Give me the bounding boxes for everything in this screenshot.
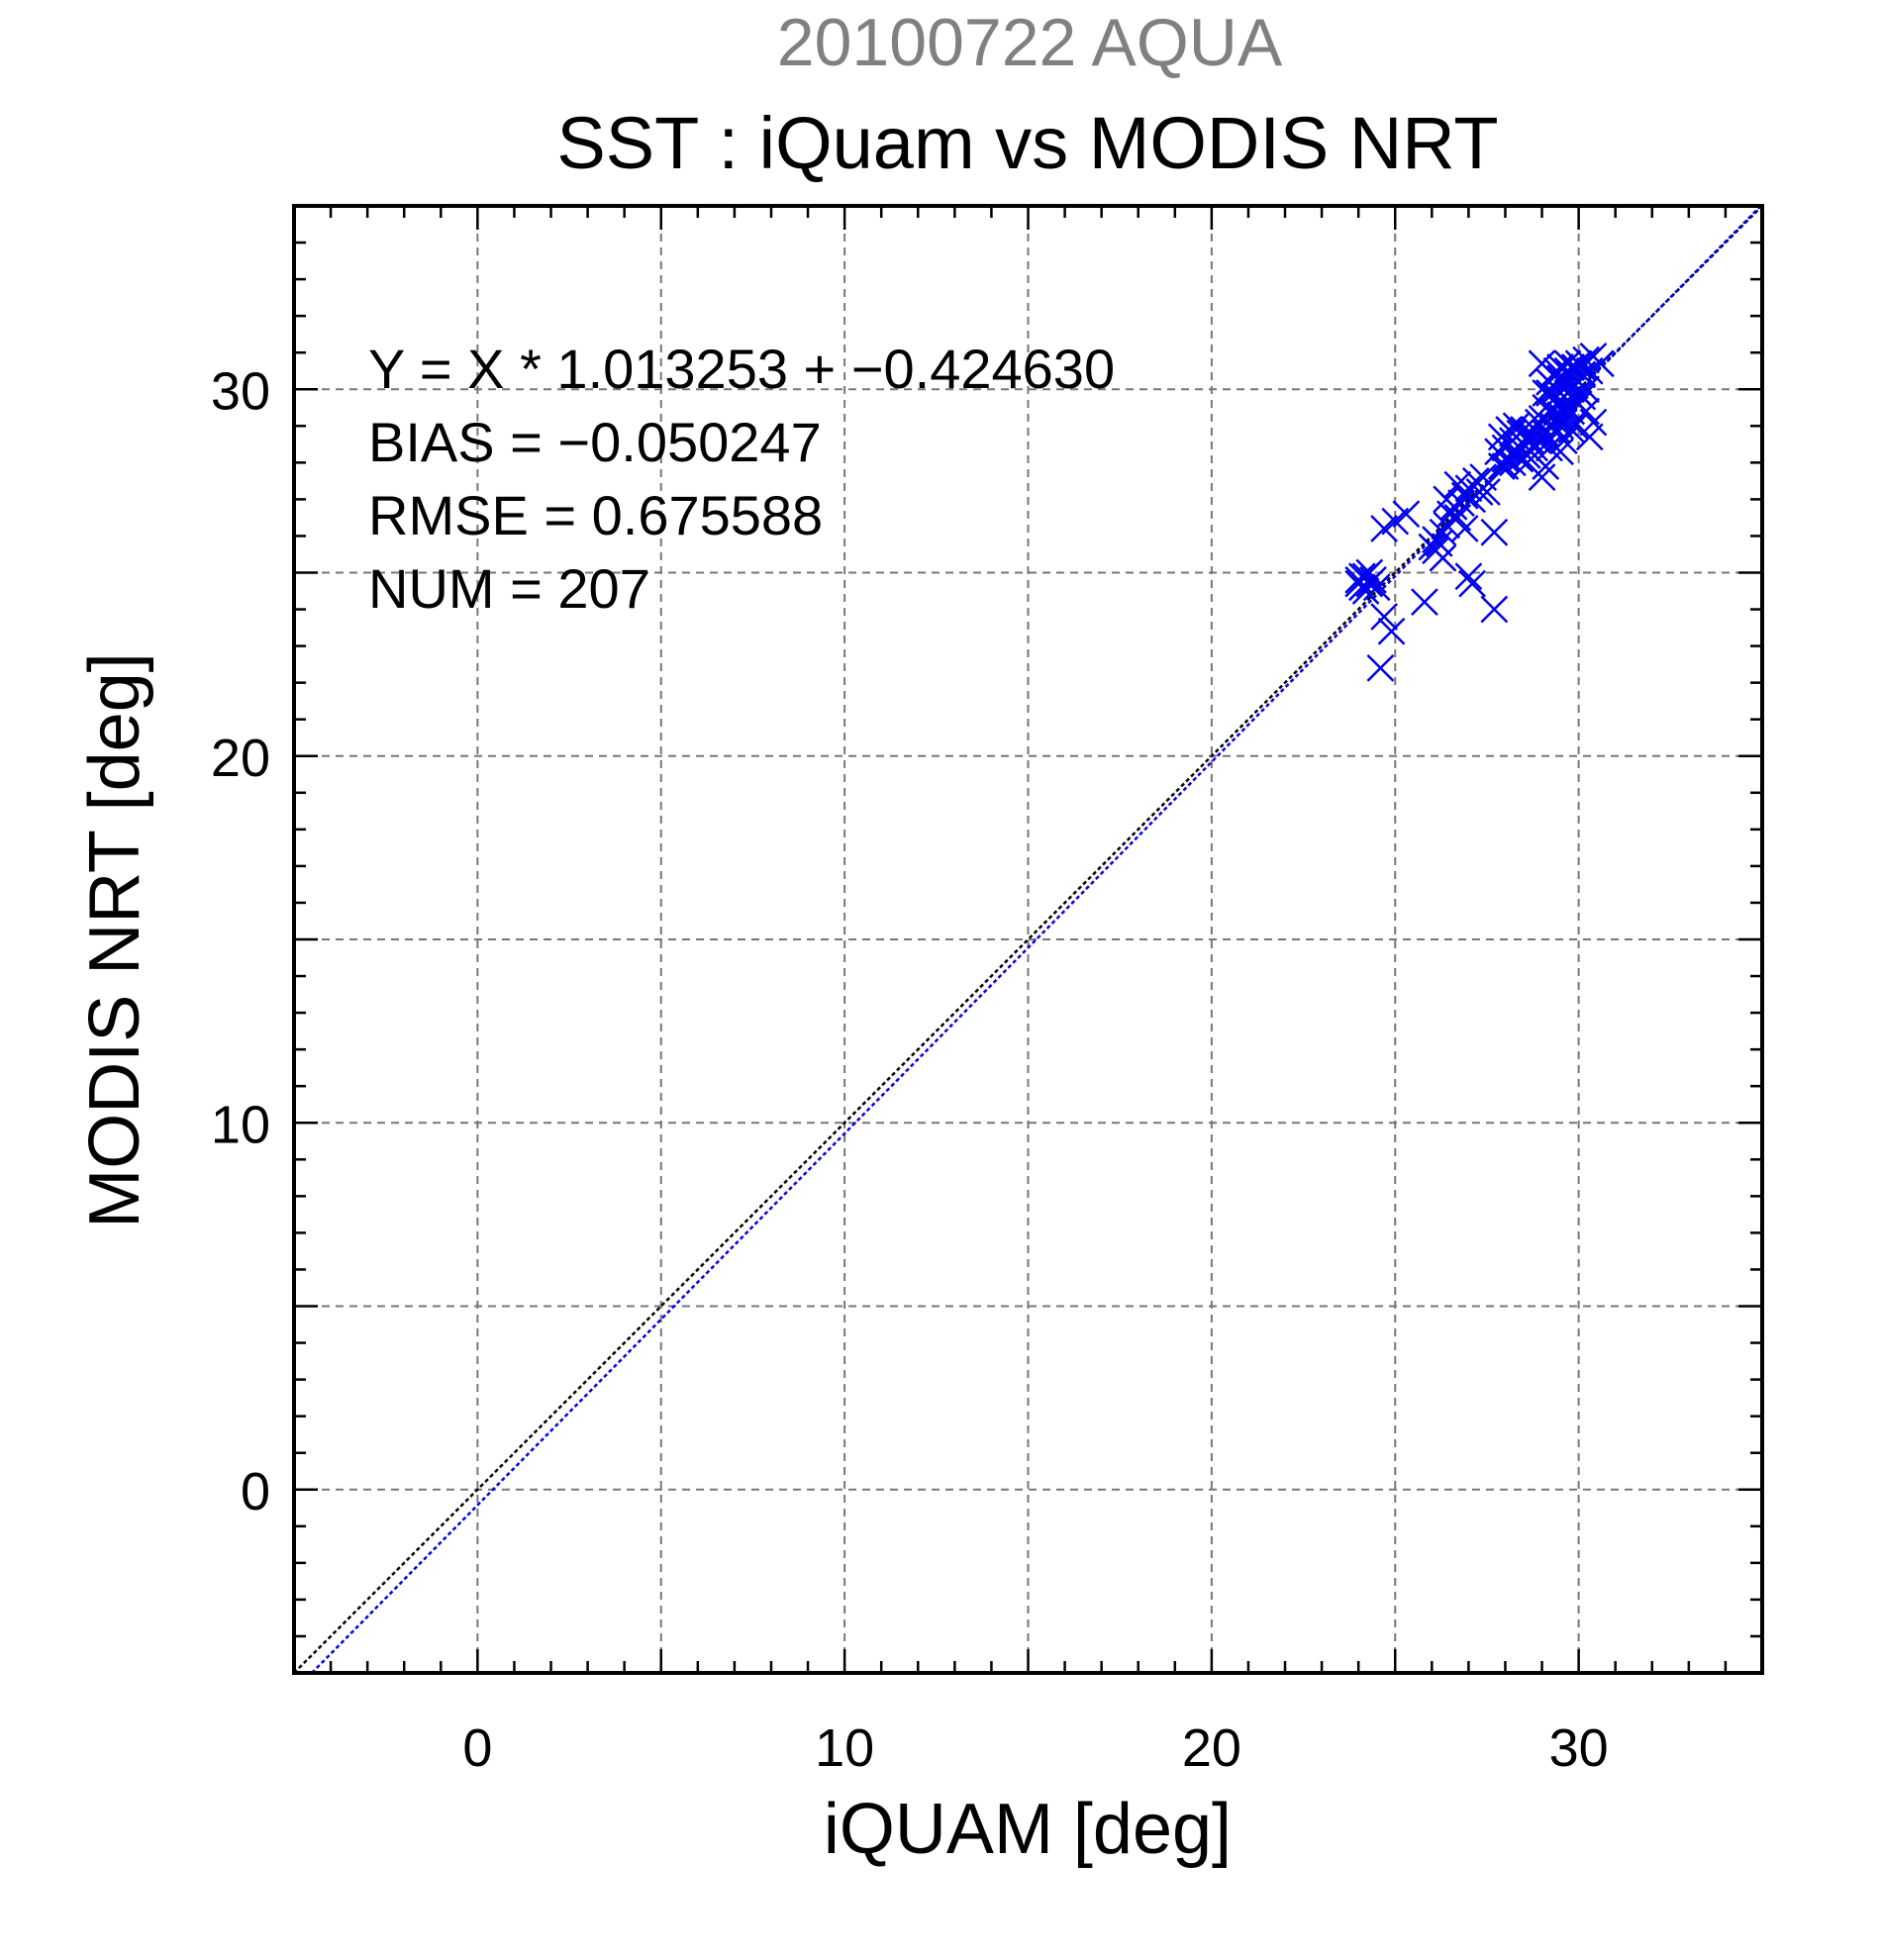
- data-point: [1561, 364, 1589, 393]
- data-point: [1443, 470, 1472, 499]
- regression-equation: Y = X * 1.013253 + −0.424630: [368, 338, 1115, 400]
- bias-stat: BIAS = −0.050247: [368, 411, 822, 473]
- data-point: [1586, 349, 1615, 378]
- data-point: [1528, 463, 1556, 492]
- data-point: [1480, 518, 1509, 546]
- y-tick-label: 0: [241, 1462, 270, 1521]
- count-stat: NUM = 207: [368, 557, 650, 620]
- grid: [294, 206, 1762, 1673]
- date-title: 20100722 AQUA: [777, 5, 1283, 80]
- data-point: [1370, 603, 1399, 631]
- data-point: [1362, 573, 1391, 602]
- data-point: [1392, 500, 1421, 529]
- data-point: [1506, 444, 1534, 473]
- data-point: [1450, 515, 1479, 542]
- y-tick-label: 10: [211, 1095, 270, 1154]
- x-tick-label: 30: [1549, 1718, 1609, 1778]
- data-point: [1480, 595, 1509, 624]
- x-tick-label: 0: [462, 1718, 492, 1778]
- data-point: [1532, 452, 1560, 480]
- data-point: [1454, 562, 1483, 591]
- x-tick-label: 10: [815, 1718, 874, 1778]
- data-point: [1344, 569, 1373, 598]
- data-point: [1411, 588, 1438, 617]
- chart-title: SST : iQuam vs MODIS NRT: [556, 102, 1498, 184]
- plot-frame: [292, 204, 1764, 1675]
- data-point: [1535, 434, 1563, 462]
- data-point: [1557, 416, 1586, 443]
- data-point: [1542, 416, 1571, 443]
- data-points: [1344, 343, 1615, 682]
- data-point: [1542, 356, 1571, 385]
- data-point: [1429, 543, 1457, 572]
- data-point: [1366, 653, 1395, 682]
- data-point: [1572, 397, 1600, 426]
- data-point: [1487, 452, 1516, 480]
- data-point: [1347, 562, 1376, 591]
- data-point: [1377, 617, 1406, 645]
- data-point: [1433, 485, 1461, 514]
- tick-labels: 0 10 20 30 0 10 20 30: [211, 361, 1609, 1778]
- y-axis-label: MODIS NRT [deg]: [75, 652, 154, 1228]
- rmse-stat: RMSE = 0.675588: [368, 484, 823, 546]
- data-point: [1499, 448, 1527, 477]
- data-point: [1499, 419, 1527, 447]
- data-point: [1561, 371, 1589, 400]
- y-tick-label: 30: [211, 361, 270, 421]
- x-tick-label: 20: [1182, 1718, 1241, 1778]
- data-point: [1458, 569, 1486, 598]
- x-axis-label: iQUAM [deg]: [824, 1790, 1232, 1869]
- y-tick-label: 20: [211, 729, 270, 788]
- data-point: [1473, 478, 1501, 506]
